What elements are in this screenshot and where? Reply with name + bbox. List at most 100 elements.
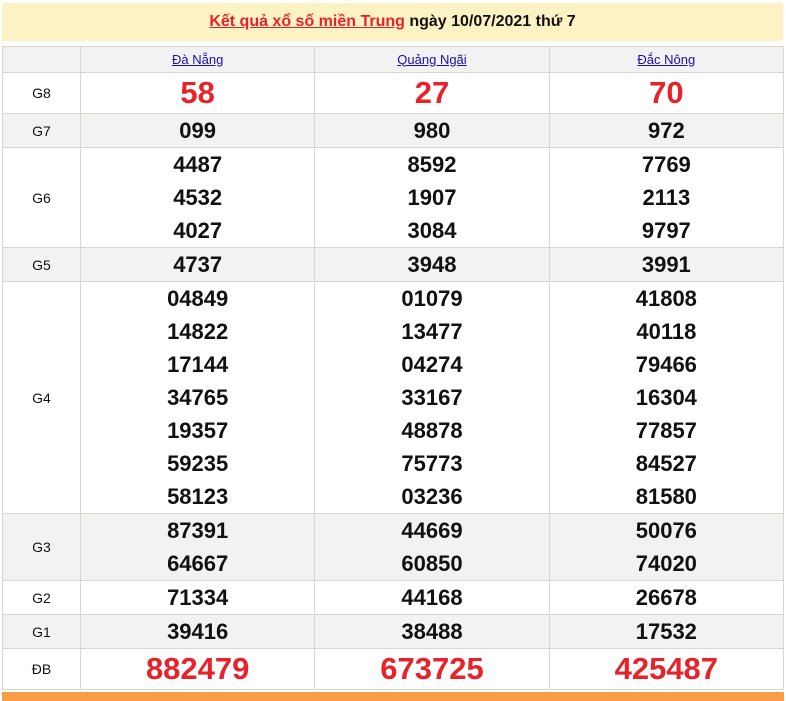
prize-number: 8592 (407, 152, 457, 177)
prize-number: 48878 (401, 418, 463, 443)
prize-number: 04849 (167, 286, 229, 311)
prize-number: 04274 (401, 352, 463, 377)
prize-number: 40118 (636, 319, 697, 344)
prize-cell: 972 (548, 113, 785, 148)
prize-row-7: G1 39416 38488 17532 (2, 614, 785, 649)
prize-number: 099 (179, 118, 217, 143)
prize-cell: 4487 4532 4027 (79, 147, 316, 248)
province-link-da-nang[interactable]: Đà Nẵng (172, 51, 224, 67)
prize-cell: 50076 74020 (548, 513, 785, 581)
prize-cell: 01079 13477 04274 33167 48878 75773 03236 (314, 281, 550, 514)
prize-number: 13477 (401, 319, 463, 344)
prize-number: 59235 (167, 451, 229, 476)
prize-number: 882479 (145, 651, 250, 686)
prize-number: 4487 (173, 152, 223, 177)
prize-row-2: G6 4487 4532 4027 8592 1907 3084 7769 2113 9797 (2, 147, 785, 248)
prize-number: 84527 (635, 451, 697, 476)
prize-number: 75773 (401, 451, 463, 476)
prize-number: 33167 (401, 385, 463, 410)
prize-cell: 099 (79, 113, 316, 148)
prize-cell: 17532 (548, 614, 785, 649)
prize-number: 4737 (173, 252, 223, 277)
prize-number: 34765 (167, 385, 229, 410)
prize-label: G5 (2, 247, 81, 282)
prize-number: 425487 (614, 651, 719, 686)
prize-cell: 980 (314, 113, 550, 148)
results-table: Đà Nẵng Quảng Ngãi Đắc Nông G8 58 27 70 G7 09… (2, 46, 785, 690)
prize-number: 3948 (407, 252, 457, 277)
prize-number: 3084 (407, 218, 457, 243)
prize-number: 27 (414, 75, 450, 110)
prize-number: 44669 (401, 518, 463, 543)
prize-number: 58123 (167, 484, 229, 509)
province-header: Quảng Ngãi (314, 46, 550, 73)
prize-cell: 8592 1907 3084 (314, 147, 550, 248)
prize-number: 39416 (167, 619, 229, 644)
prize-number: 980 (413, 118, 451, 143)
prize-label: G7 (2, 113, 81, 148)
results-title: Kết quả xổ số miền Trung ngày 10/07/2021… (2, 3, 783, 41)
prize-number: 01079 (401, 286, 463, 311)
prize-row-4: G4 04849 14822 17144 34765 19357 59235 58123 010… (2, 281, 785, 514)
prize-number: 4532 (173, 185, 223, 210)
prize-number: 38488 (401, 619, 463, 644)
prize-label: G3 (2, 513, 81, 581)
prize-number: 74020 (635, 551, 697, 576)
prize-cell: 70 (548, 72, 785, 114)
prize-number: 2113 (642, 185, 691, 210)
prize-number: 673725 (380, 651, 484, 686)
prize-number: 77857 (635, 418, 697, 443)
prize-number: 79466 (635, 352, 697, 377)
prize-label: G8 (2, 72, 81, 114)
prize-row-8: ĐB 882479 673725 425487 (2, 648, 785, 690)
mien-trung-link[interactable]: Kết quả xổ số miền Trung (209, 13, 405, 30)
prize-cell: 425487 (548, 648, 785, 690)
prize-cell: 3991 (548, 247, 785, 282)
prize-label: G6 (2, 147, 81, 248)
prize-number: 03236 (401, 484, 463, 509)
prize-number: 50076 (635, 518, 697, 543)
prize-row-5: G3 87391 64667 44669 60850 50076 74020 (2, 513, 785, 581)
prize-cell: 27 (314, 72, 550, 114)
prize-row-6: G2 71334 44168 26678 (2, 580, 785, 615)
prize-cell: 39416 (79, 614, 316, 649)
prize-number: 26678 (635, 585, 697, 610)
prize-number: 7769 (641, 152, 691, 177)
province-header: Đắc Nông (548, 46, 785, 73)
prize-number: 71334 (167, 585, 229, 610)
prize-number: 58 (180, 75, 215, 110)
prize-number: 3991 (641, 252, 691, 277)
prize-cell: 44669 60850 (314, 513, 550, 581)
prize-number: 81580 (635, 484, 697, 509)
province-header: Đà Nẵng (79, 46, 316, 73)
prize-number: 972 (647, 118, 685, 143)
prize-number: 17532 (635, 619, 697, 644)
prize-number: 16304 (635, 385, 697, 410)
prize-number: 64667 (167, 551, 229, 576)
prize-number: 70 (649, 75, 684, 110)
prize-cell: 04849 14822 17144 34765 19357 59235 58123 (79, 281, 316, 514)
province-link-dac-nong[interactable]: Đắc Nông (637, 51, 696, 67)
province-link-quang-ngai[interactable]: Quảng Ngãi (397, 51, 467, 67)
prize-cell: 87391 64667 (79, 513, 316, 581)
prize-label: G1 (2, 614, 81, 649)
prize-number: 41808 (635, 286, 697, 311)
prize-cell: 882479 (79, 648, 316, 690)
footer-bar (2, 692, 784, 701)
prize-number: 1907 (407, 185, 457, 210)
prize-number: 14822 (167, 319, 229, 344)
prize-cell: 673725 (314, 648, 550, 690)
corner-cell (2, 46, 81, 73)
prize-cell: 58 (79, 72, 316, 114)
prize-cell: 26678 (548, 580, 785, 615)
prize-label: ĐB (2, 648, 81, 690)
prize-number: 87391 (167, 518, 229, 543)
prize-number: 9797 (641, 218, 691, 243)
prize-cell: 38488 (314, 614, 550, 649)
prize-cell: 44168 (314, 580, 550, 615)
prize-row-3: G5 4737 3948 3991 (2, 247, 785, 282)
prize-cell: 71334 (79, 580, 316, 615)
prize-number: 17144 (167, 352, 229, 377)
prize-cell: 4737 (79, 247, 316, 282)
prize-cell: 41808 40118 79466 16304 77857 84527 81580 (548, 281, 785, 514)
